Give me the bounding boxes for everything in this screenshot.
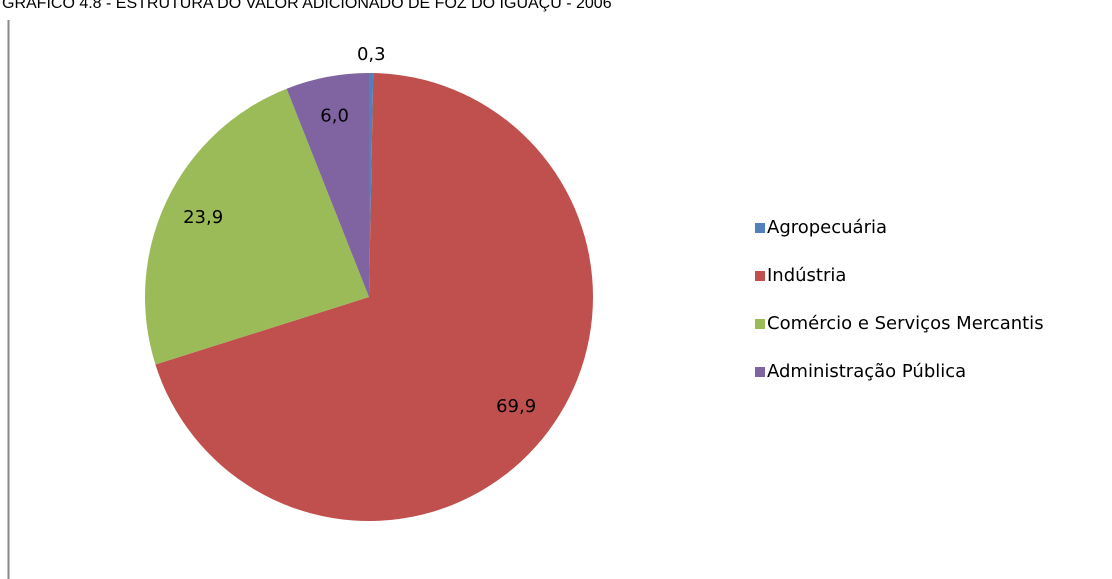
pie-slice [369, 73, 374, 297]
legend-swatch [755, 271, 765, 281]
legend-label: Comércio e Serviços Mercantis [767, 313, 1044, 334]
legend-label: Administração Pública [767, 361, 966, 382]
legend-swatch [755, 319, 765, 329]
chart-title: GRÁFICO 4.8 - ESTRUTURA DO VALOR ADICION… [2, 0, 612, 12]
data-label: 69,9 [496, 396, 536, 417]
legend-swatch [755, 367, 765, 377]
pie-slice [155, 73, 593, 522]
legend-label: Indústria [767, 265, 846, 286]
data-label: 0,3 [357, 44, 386, 65]
data-label: 23,9 [183, 207, 223, 228]
pie-slice [286, 73, 369, 297]
data-label: 6,0 [320, 106, 349, 127]
legend-swatch [755, 223, 765, 233]
pie-slice [145, 88, 369, 365]
legend-label: Agropecuária [767, 217, 887, 238]
